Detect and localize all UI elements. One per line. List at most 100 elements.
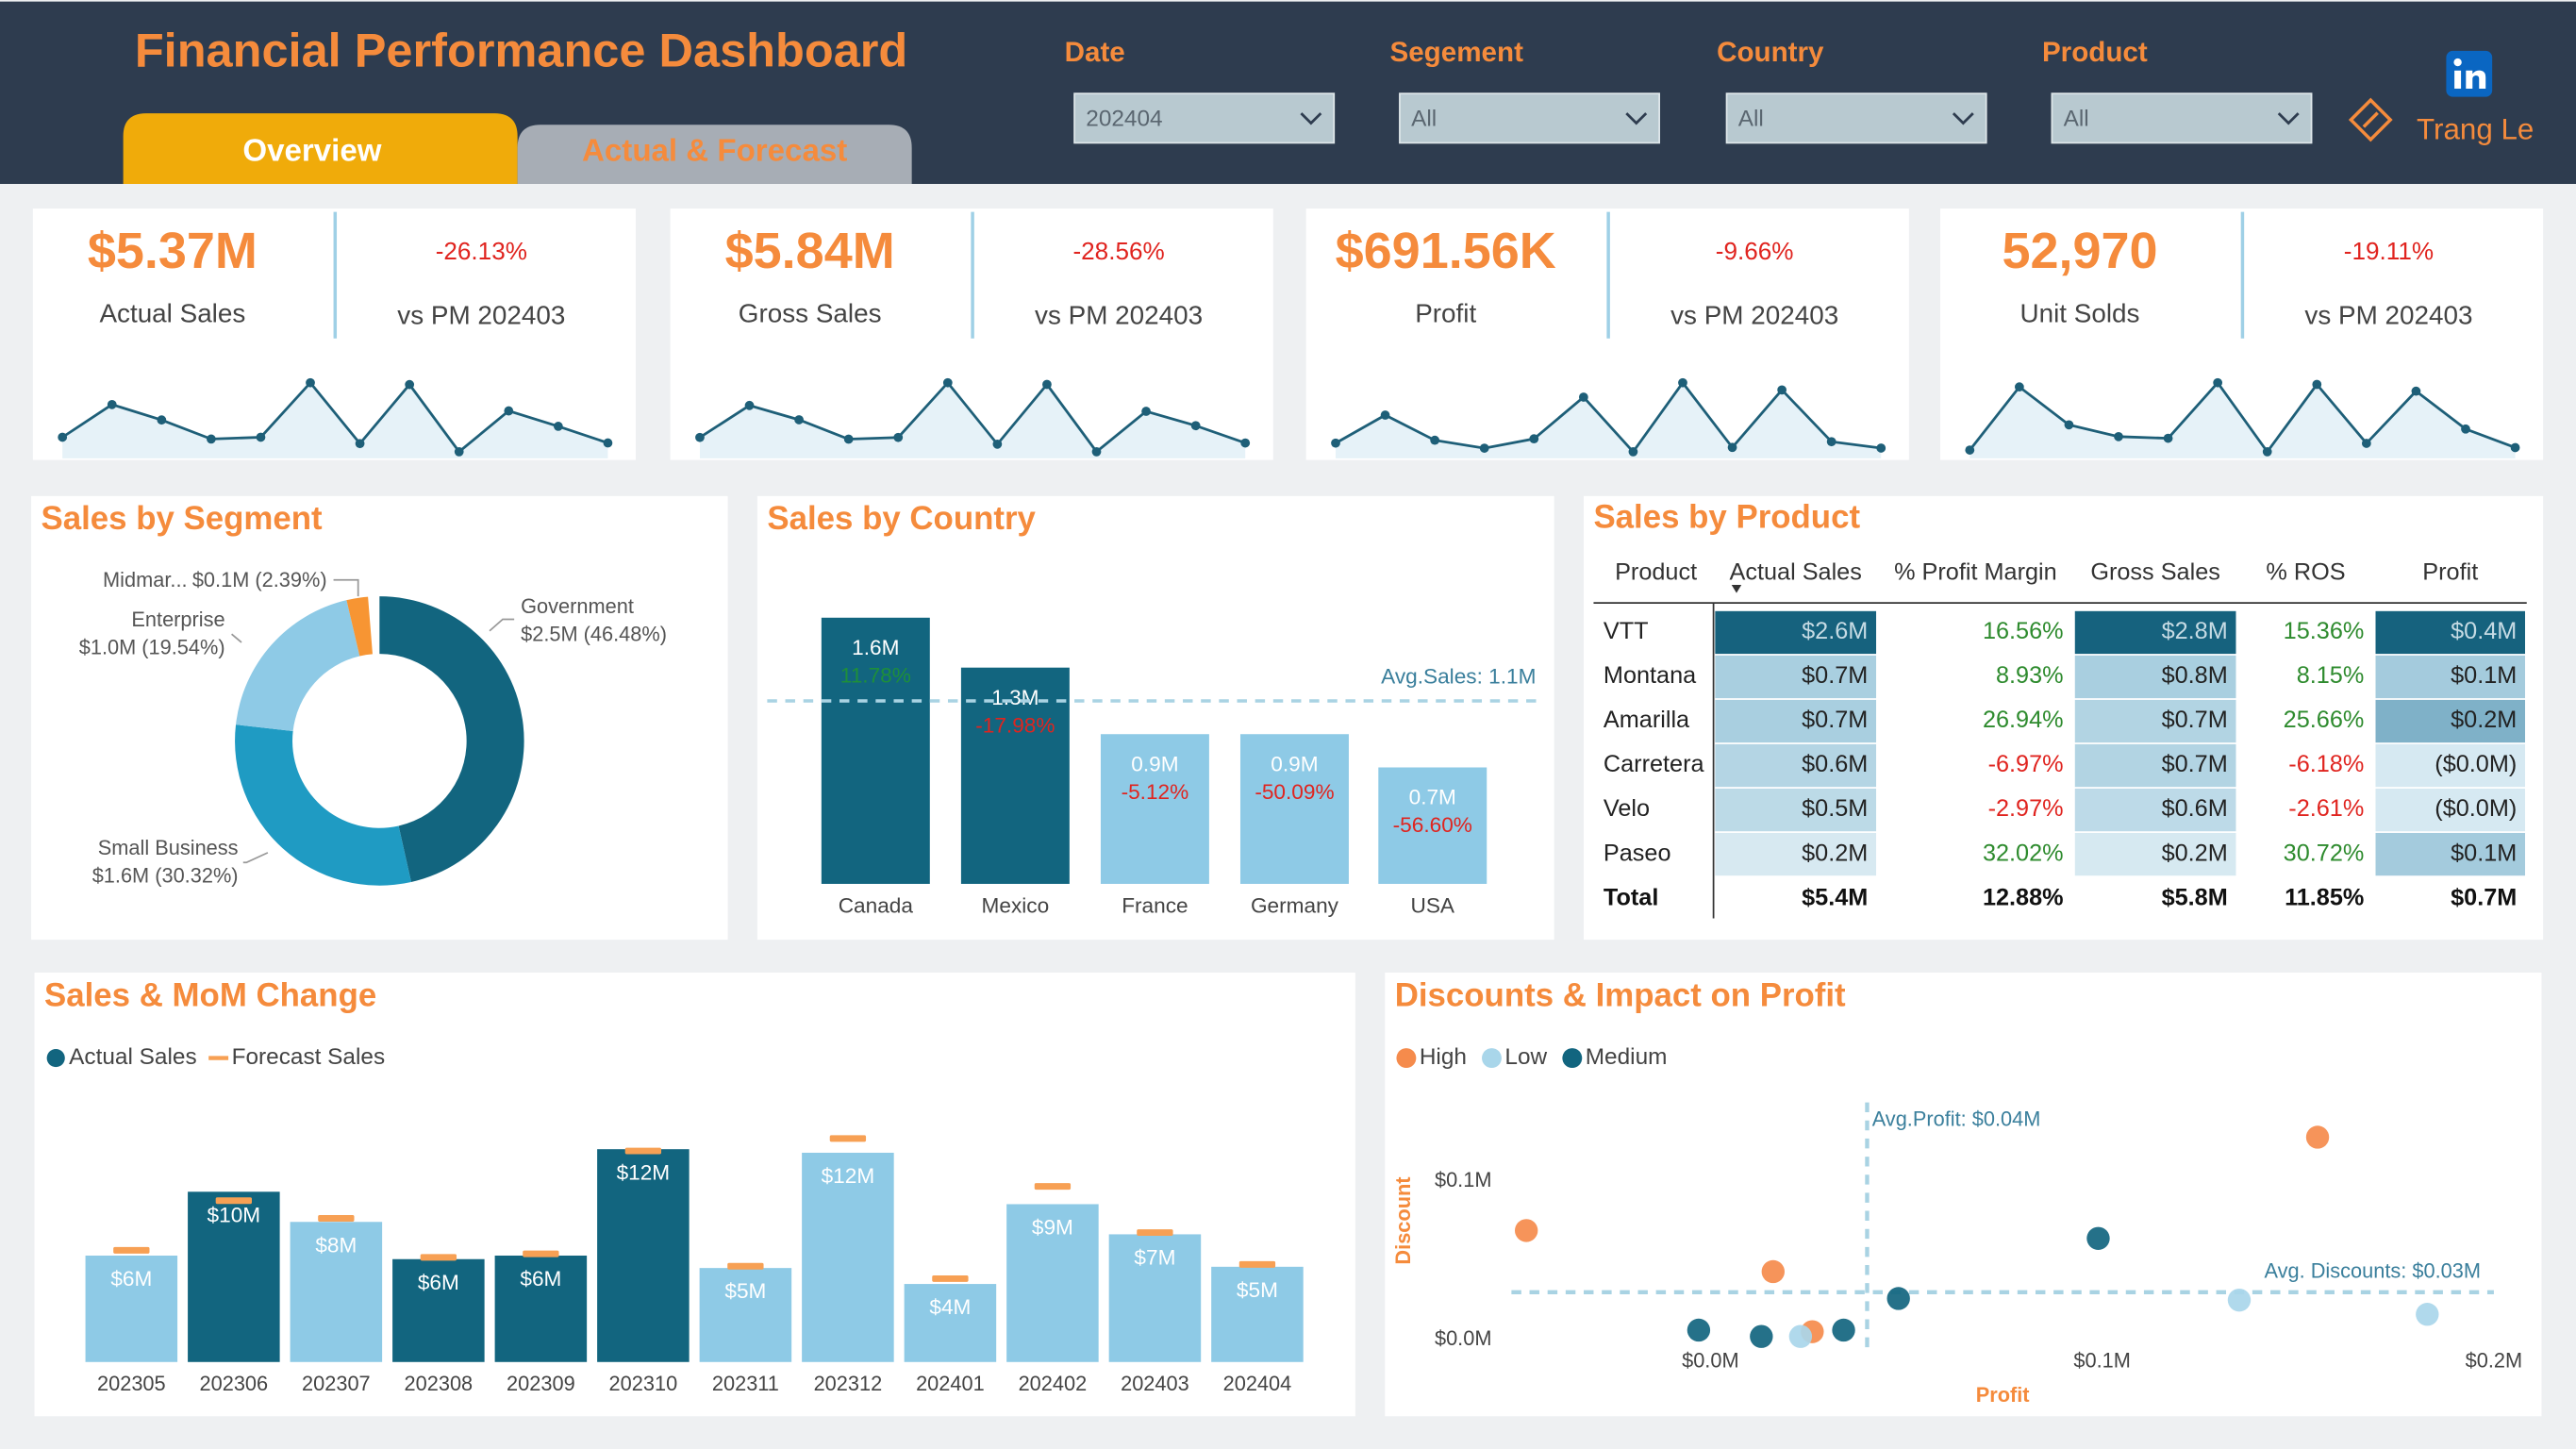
heat-cell <box>1715 655 1877 699</box>
kpi-compare: vs PM 202403 <box>1670 300 1838 329</box>
table-cell: Amarilla <box>1604 707 1690 733</box>
dropdown[interactable] <box>2051 92 2313 144</box>
bar-value-label: 0.9M <box>1131 752 1178 775</box>
panel <box>1385 972 2542 1417</box>
sparkline-dot <box>1965 445 1975 455</box>
sparkline-dot <box>2411 386 2421 396</box>
bar-change-label: -56.60% <box>1393 813 1472 837</box>
kpi-compare: vs PM 202403 <box>2304 300 2472 329</box>
kpi-value: $5.84M <box>725 223 895 279</box>
legend-marker <box>1482 1048 1502 1069</box>
table-cell: $0.5M <box>1802 795 1868 822</box>
table-cell: $0.2M <box>1802 840 1868 866</box>
heat-cell <box>1715 743 1877 788</box>
table-cell: ($0.0M) <box>2435 751 2517 777</box>
bar <box>494 1255 588 1362</box>
table-cell: $0.2M <box>2451 707 2517 733</box>
dashboard-title: Financial Performance Dashboard <box>135 24 907 77</box>
donut-slice <box>346 596 373 657</box>
sparkline-dot <box>1141 407 1151 416</box>
table-cell: -2.61% <box>2288 795 2364 822</box>
slice-label: Government <box>521 594 634 618</box>
donut-slice <box>235 724 411 886</box>
x-tick-label: France <box>1122 893 1188 917</box>
x-tick-label: $0.0M <box>1682 1349 1739 1373</box>
diamond-icon <box>2348 97 2393 142</box>
bar-value-label: $6M <box>110 1267 152 1291</box>
legend-label: Low <box>1504 1044 1547 1070</box>
x-tick-label: $0.2M <box>2466 1349 2522 1373</box>
dropdown[interactable] <box>1399 92 1660 144</box>
slice-value: $0.1M (2.39%) <box>192 568 327 591</box>
heat-cell <box>1715 788 1877 832</box>
table-cell: $0.1M <box>2451 662 2517 689</box>
x-tick-label: Canada <box>839 893 914 917</box>
reference-label: Avg. Discounts: $0.03M <box>2265 1259 2481 1283</box>
tab[interactable] <box>517 125 912 184</box>
dropdown[interactable] <box>1073 92 1336 144</box>
table-cell: Montana <box>1604 662 1697 689</box>
x-tick-label: 202402 <box>1019 1372 1088 1395</box>
sparkline-area <box>1969 382 2516 458</box>
table-cell: $0.7M <box>2162 751 2228 777</box>
sparkline-dot <box>306 377 315 388</box>
bar-value-label: $4M <box>929 1295 971 1319</box>
tab[interactable] <box>123 113 518 184</box>
sort-arrow <box>1731 584 1742 593</box>
bar <box>188 1191 280 1362</box>
forecast-marker <box>113 1246 150 1254</box>
sparkline-dot <box>157 415 167 425</box>
y-axis-title: Discount <box>1391 1176 1415 1264</box>
kpi-change: -19.11% <box>2344 237 2434 265</box>
kpi-compare: vs PM 202403 <box>397 300 565 329</box>
bar <box>821 617 930 884</box>
table-cell: $2.6M <box>1802 618 1868 644</box>
table-cell: Velo <box>1604 795 1650 822</box>
sparkline-dot <box>1240 438 1251 448</box>
table-cell: 25.66% <box>2284 707 2365 733</box>
sparkline-dot <box>1430 435 1440 445</box>
bar-change-label: 11.78% <box>840 663 911 687</box>
column-header: Profit <box>2422 558 2478 585</box>
scatter-point <box>2227 1288 2252 1312</box>
user-name: Trang Le <box>2417 113 2534 146</box>
kpi-change: -26.13% <box>436 237 527 265</box>
sparkline-dot <box>893 432 904 442</box>
sparkline-dot <box>553 422 563 431</box>
table-cell: $0.6M <box>2162 795 2228 822</box>
sparkline <box>1969 380 2517 455</box>
scatter-point <box>1761 1259 1785 1284</box>
bar-change-label: -50.09% <box>1255 780 1334 804</box>
chart-title: Sales & MoM Change <box>44 976 376 1013</box>
sparkline-dot <box>992 439 1003 449</box>
column-header: Gross Sales <box>2090 558 2220 585</box>
table-cell: $2.8M <box>2162 618 2228 644</box>
forecast-marker <box>932 1274 969 1282</box>
table-cell: VTT <box>1604 618 1649 644</box>
bar <box>392 1258 485 1362</box>
slice-label: Enterprise <box>131 608 224 631</box>
forecast-marker <box>727 1262 764 1270</box>
sparkline-dot <box>2213 377 2223 388</box>
scatter-point <box>1832 1318 1855 1342</box>
forecast-marker <box>1137 1229 1173 1237</box>
kpi-label: Profit <box>1415 299 1476 328</box>
sparkline-dot <box>58 432 68 442</box>
sparkline-dot <box>504 406 514 416</box>
bar-value-label: $5M <box>1237 1278 1278 1302</box>
filter-label: Segement <box>1389 37 1523 68</box>
dropdown[interactable] <box>1725 92 1987 144</box>
sparkline <box>61 380 608 454</box>
column-header: % ROS <box>2266 558 2345 585</box>
heat-cell <box>2375 610 2526 655</box>
dropdown-arrow <box>1300 112 1322 125</box>
forecast-marker <box>420 1254 457 1261</box>
heat-cell <box>1715 610 1877 655</box>
leader-line <box>231 633 242 643</box>
sparkline-dot <box>405 379 415 390</box>
bar-value-label: 1.3M <box>991 686 1039 709</box>
bar-value-label: $6M <box>520 1267 561 1291</box>
table-cell: Paseo <box>1604 840 1671 866</box>
slice-value: $1.6M (30.32%) <box>92 864 239 888</box>
